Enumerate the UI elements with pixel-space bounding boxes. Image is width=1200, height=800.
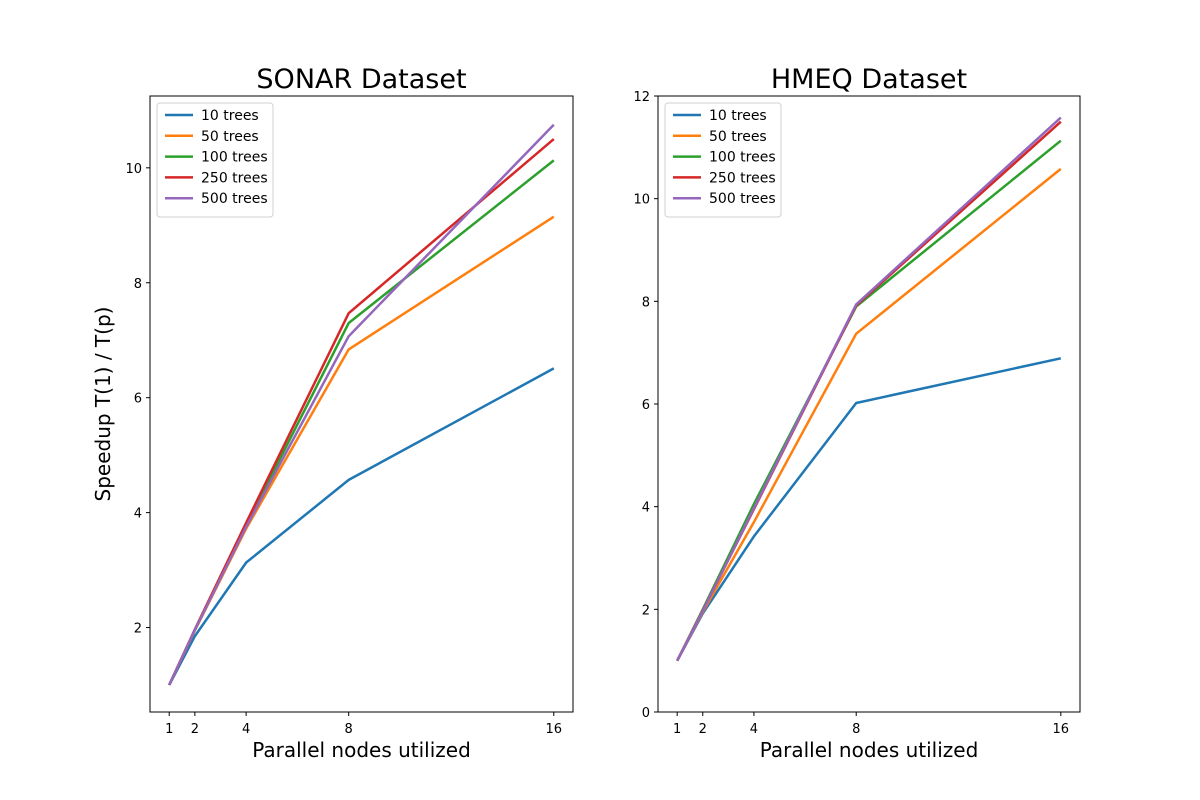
hmeq-legend-label-0: 10 trees (709, 108, 767, 124)
sonar-y-tick-label: 10 (125, 162, 142, 177)
hmeq-y-tick-label: 6 (642, 398, 650, 413)
sonar-legend-label-3: 250 trees (201, 170, 268, 186)
sonar-y-tick-label: 6 (134, 392, 142, 407)
hmeq-series-line-4 (676, 116, 1062, 662)
sonar-legend-box (156, 102, 274, 218)
sonar-x-axis-label: Parallel nodes utilized (252, 738, 471, 762)
hmeq-y-tick-label: 12 (633, 90, 650, 105)
hmeq-chart-title: HMEQ Dataset (771, 64, 967, 95)
sonar-y-axis-label: Speedup T(1) / T(p) (91, 307, 115, 502)
sonar-y-tick-label: 4 (134, 507, 142, 522)
hmeq-y-tick-label: 2 (642, 603, 650, 618)
hmeq-legend-box (664, 102, 782, 218)
sonar-y-tick-label: 2 (134, 622, 142, 637)
hmeq-x-tick-label: 1 (673, 722, 681, 737)
sonar-legend-label-0: 10 trees (201, 108, 259, 124)
hmeq-legend-label-3: 250 trees (709, 170, 776, 186)
hmeq-y-tick-label: 4 (642, 501, 650, 516)
hmeq-legend-label-1: 50 trees (709, 129, 767, 145)
sonar-x-tick-label: 2 (191, 722, 199, 737)
hmeq-x-tick-label: 2 (699, 722, 707, 737)
sonar-legend-label-1: 50 trees (201, 129, 259, 145)
sonar-chart-title: SONAR Dataset (256, 64, 466, 95)
sonar-series-line-4 (168, 123, 555, 686)
sonar-series-line-0 (168, 367, 555, 686)
sonar-plot-frame (149, 95, 574, 713)
sonar-x-tick-label: 8 (345, 722, 353, 737)
hmeq-x-tick-label: 4 (750, 722, 758, 737)
sonar-x-tick-label: 1 (165, 722, 173, 737)
hmeq-y-tick-label: 10 (633, 193, 650, 208)
hmeq-y-tick-label: 8 (642, 295, 650, 310)
hmeq-x-axis-label: Parallel nodes utilized (760, 738, 979, 762)
hmeq-y-tick-label: 0 (642, 706, 650, 721)
sonar-legend-label-4: 500 trees (201, 191, 268, 207)
hmeq-plot-frame (657, 95, 1081, 713)
hmeq-legend-label-4: 500 trees (709, 191, 776, 207)
hmeq-legend-label-2: 100 trees (709, 150, 776, 166)
sonar-y-tick-label: 8 (134, 277, 142, 292)
sonar-x-tick-label: 16 (545, 722, 562, 737)
sonar-legend-label-2: 100 trees (201, 150, 268, 166)
hmeq-x-tick-label: 16 (1053, 722, 1070, 737)
sonar-x-tick-label: 4 (242, 722, 250, 737)
hmeq-x-tick-label: 8 (852, 722, 860, 737)
